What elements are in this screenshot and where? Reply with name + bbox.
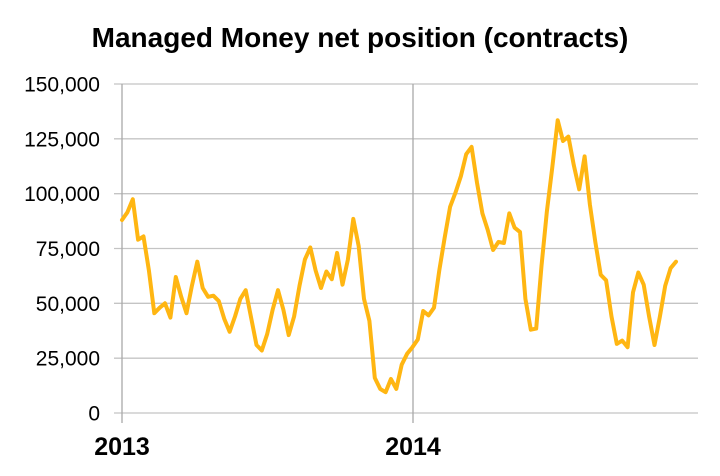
axes-group [121, 84, 414, 423]
x-axis-labels-group: 2013 2014 [94, 433, 441, 461]
y-axis-tick-label: 0 [88, 403, 100, 426]
chart-title: Managed Money net position (contracts) [92, 22, 629, 53]
y-axis-tick-label: 50,000 [36, 293, 100, 316]
y-axis-tick-label: 125,000 [24, 128, 100, 151]
y-axis-tick-label: 75,000 [36, 238, 100, 261]
x-axis-year-label: 2013 [94, 433, 150, 461]
gridlines-group [114, 83, 698, 414]
y-axis-tick-label: 25,000 [36, 348, 100, 371]
y-axis-tick-label: 150,000 [24, 74, 100, 97]
y-axis-labels-group: 0 25,000 50,000 75,000 100,000 125,000 150,000 [24, 74, 100, 426]
x-axis-year-label: 2014 [385, 433, 441, 461]
y-axis-tick-label: 100,000 [24, 183, 100, 206]
series-line [120, 118, 678, 395]
